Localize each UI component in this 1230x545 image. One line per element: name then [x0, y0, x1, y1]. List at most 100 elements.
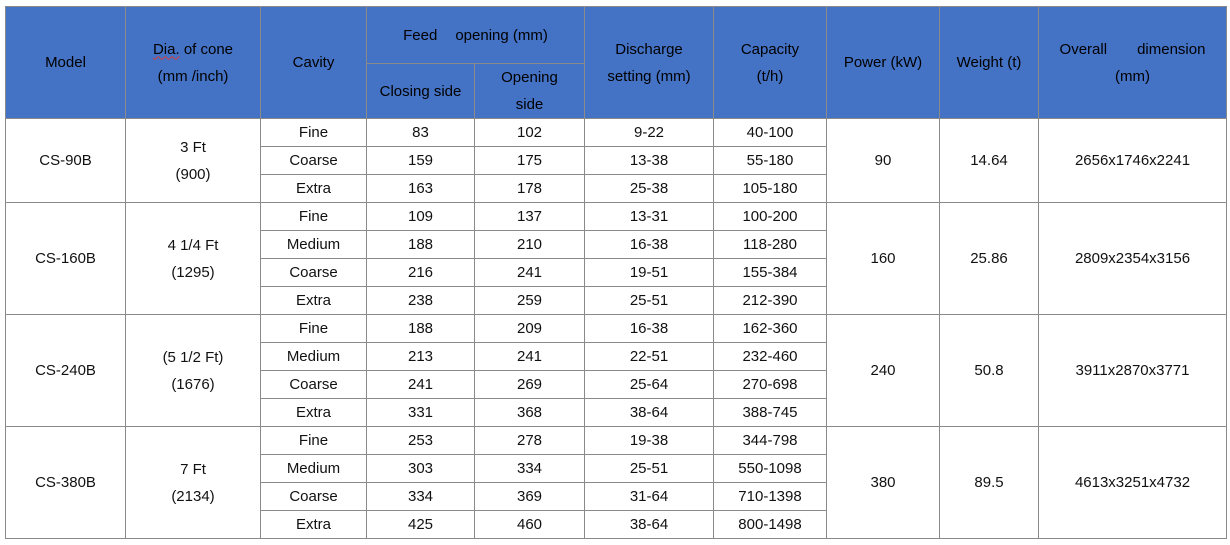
- opening-side-cell: 175: [474, 146, 585, 175]
- header-weight: Weight (t): [939, 6, 1039, 119]
- capacity-cell: 232-460: [713, 342, 827, 371]
- cavity-cell: Fine: [260, 118, 367, 147]
- dimension-cell: 3911x2870x3771: [1038, 314, 1227, 427]
- opening-side-cell: 241: [474, 342, 585, 371]
- closing-side-cell: 238: [366, 286, 475, 315]
- weight-cell: 89.5: [939, 426, 1039, 539]
- header-dimension-a: Overall: [1059, 40, 1108, 58]
- cavity-cell: Coarse: [260, 370, 367, 399]
- discharge-cell: 25-64: [584, 370, 714, 399]
- header-overall-dimension: Overall dimension (mm): [1038, 6, 1227, 119]
- cavity-cell: Medium: [260, 342, 367, 371]
- discharge-cell: 38-64: [584, 398, 714, 427]
- cavity-cell: Coarse: [260, 482, 367, 511]
- closing-side-cell: 159: [366, 146, 475, 175]
- header-feed-a: Feed: [403, 26, 438, 44]
- cavity-cell: Coarse: [260, 146, 367, 175]
- header-dia-unit: (mm /inch): [157, 67, 229, 85]
- discharge-cell: 13-38: [584, 146, 714, 175]
- weight-cell: 14.64: [939, 118, 1039, 203]
- dimension-cell: 2656x1746x2241: [1038, 118, 1227, 203]
- header-opening-line2: side: [515, 96, 544, 113]
- model-cell: CS-90B: [5, 118, 126, 203]
- weight-cell: 25.86: [939, 202, 1039, 315]
- dia-cell: (5 1/2 Ft) (1676): [125, 314, 261, 427]
- closing-side-cell: 188: [366, 314, 475, 343]
- cavity-cell: Fine: [260, 202, 367, 231]
- closing-side-cell: 303: [366, 454, 475, 483]
- dia-mm: (1676): [171, 375, 215, 393]
- cavity-cell: Extra: [260, 286, 367, 315]
- closing-side-cell: 188: [366, 230, 475, 259]
- opening-side-cell: 210: [474, 230, 585, 259]
- table-row: Extra 163 178 25-38 105-180: [6, 174, 1227, 203]
- dia-ft: 7 Ft: [180, 460, 206, 478]
- opening-side-cell: 137: [474, 202, 585, 231]
- table-row: Medium 303 334 25-51 550-1098: [6, 454, 1227, 483]
- dia-ft: (5 1/2 Ft): [162, 348, 224, 366]
- dia-cell: 4 1/4 Ft (1295): [125, 202, 261, 315]
- header-capacity-line2: (t/h): [756, 67, 784, 85]
- closing-side-cell: 331: [366, 398, 475, 427]
- closing-side-cell: 83: [366, 118, 475, 147]
- table-row: CS-380B 7 Ft (2134) Fine 253 278 19-38 344-798 3…: [5, 426, 1227, 539]
- discharge-cell: 9-22: [584, 118, 714, 147]
- header-model: Model: [5, 6, 126, 119]
- power-cell: 90: [826, 118, 940, 203]
- closing-side-cell: 213: [366, 342, 475, 371]
- table-row: Extra 425 460 38-64 800-1498: [6, 510, 1227, 539]
- header-discharge-line2: setting (mm): [607, 67, 691, 85]
- model-cell: CS-240B: [5, 314, 126, 427]
- cavity-cell: Fine: [260, 314, 367, 343]
- power-cell: 380: [826, 426, 940, 539]
- header-dia-of-cone: Dia. of cone (mm /inch): [125, 6, 261, 119]
- capacity-cell: 388-745: [713, 398, 827, 427]
- header-power: Power (kW): [826, 6, 940, 119]
- table-row: Extra 238 259 25-51 212-390: [6, 286, 1227, 315]
- dia-cell: 3 Ft (900): [125, 118, 261, 203]
- model-cell: CS-160B: [5, 202, 126, 315]
- discharge-cell: 19-51: [584, 258, 714, 287]
- opening-side-cell: 178: [474, 174, 585, 203]
- opening-side-cell: 334: [474, 454, 585, 483]
- cavity-cell: Fine: [260, 426, 367, 455]
- capacity-cell: 155-384: [713, 258, 827, 287]
- capacity-cell: 162-360: [713, 314, 827, 343]
- power-cell: 160: [826, 202, 940, 315]
- dia-mm: (900): [175, 165, 211, 183]
- closing-side-cell: 241: [366, 370, 475, 399]
- opening-side-cell: 269: [474, 370, 585, 399]
- discharge-cell: 38-64: [584, 510, 714, 539]
- header-capacity-line1: Capacity: [740, 40, 800, 58]
- table-header: Model Dia. of cone (mm /inch) Cavity Fee…: [5, 6, 1227, 119]
- closing-side-cell: 425: [366, 510, 475, 539]
- opening-side-cell: 209: [474, 314, 585, 343]
- opening-side-cell: 460: [474, 510, 585, 539]
- dia-mm: (2134): [171, 487, 215, 505]
- discharge-cell: 16-38: [584, 230, 714, 259]
- header-opening-side: Opening side: [474, 63, 585, 119]
- opening-side-cell: 259: [474, 286, 585, 315]
- table-row: CS-160B 4 1/4 Ft (1295) Fine 109 137 13-31 100-…: [5, 202, 1227, 315]
- capacity-cell: 212-390: [713, 286, 827, 315]
- closing-side-cell: 253: [366, 426, 475, 455]
- capacity-cell: 105-180: [713, 174, 827, 203]
- table-row: Coarse 334 369 31-64 710-1398: [6, 482, 1227, 511]
- header-dia-underlined: Dia.: [152, 40, 180, 58]
- capacity-cell: 710-1398: [713, 482, 827, 511]
- power-cell: 240: [826, 314, 940, 427]
- cavity-cell: Medium: [260, 454, 367, 483]
- header-discharge-line1: Discharge: [615, 40, 683, 58]
- table-row: CS-240B (5 1/2 Ft) (1676) Fine 188 209 16-38 16…: [5, 314, 1227, 427]
- opening-side-cell: 369: [474, 482, 585, 511]
- cavity-cell: Extra: [260, 398, 367, 427]
- header-discharge-setting: Discharge setting (mm): [584, 6, 714, 119]
- table-row: Medium 188 210 16-38 118-280: [6, 230, 1227, 259]
- dia-ft: 3 Ft: [180, 138, 206, 156]
- header-cavity: Cavity: [260, 6, 367, 119]
- cavity-cell: Medium: [260, 230, 367, 259]
- opening-side-cell: 368: [474, 398, 585, 427]
- capacity-cell: 118-280: [713, 230, 827, 259]
- discharge-cell: 25-38: [584, 174, 714, 203]
- table-row: Coarse 216 241 19-51 155-384: [6, 258, 1227, 287]
